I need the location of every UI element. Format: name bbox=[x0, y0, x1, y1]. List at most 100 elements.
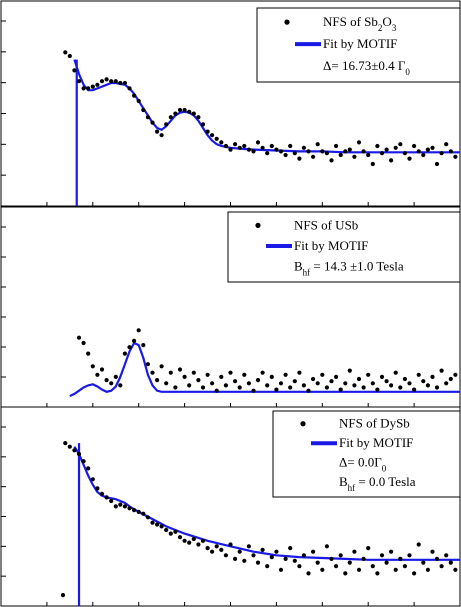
data-point bbox=[177, 367, 183, 372]
data-point bbox=[191, 536, 196, 542]
data-point bbox=[76, 335, 82, 340]
data-point bbox=[274, 549, 279, 554]
data-point bbox=[219, 374, 224, 379]
data-point bbox=[99, 79, 105, 84]
data-point bbox=[379, 151, 385, 156]
data-point bbox=[412, 143, 417, 149]
data-point bbox=[384, 560, 389, 565]
legend-label: Bhf = 14.3 ±1.0 Tesla bbox=[294, 259, 404, 278]
data-point bbox=[430, 374, 435, 379]
data-point bbox=[439, 564, 444, 569]
legend-label: Δ= 16.73±0.4 Γ0 bbox=[323, 58, 410, 77]
data-point bbox=[141, 107, 146, 113]
data-point bbox=[398, 556, 403, 562]
data-point bbox=[141, 511, 146, 516]
legend-dot-icon bbox=[300, 421, 306, 427]
data-point bbox=[164, 122, 169, 127]
data-point bbox=[210, 549, 215, 554]
data-point bbox=[370, 381, 375, 386]
data-point bbox=[223, 143, 228, 149]
data-point bbox=[384, 147, 389, 152]
data-point bbox=[366, 546, 371, 551]
data-point bbox=[448, 376, 453, 382]
data-point bbox=[356, 140, 362, 145]
data-point bbox=[278, 381, 284, 386]
data-point bbox=[430, 549, 435, 554]
data-point bbox=[86, 466, 91, 471]
data-point bbox=[141, 343, 146, 348]
data-point bbox=[233, 142, 238, 147]
data-point bbox=[265, 383, 270, 388]
data-point bbox=[177, 535, 183, 540]
data-point bbox=[210, 381, 215, 386]
data-point bbox=[338, 152, 343, 158]
data-point bbox=[182, 538, 187, 543]
data-point bbox=[425, 567, 430, 572]
data-point bbox=[324, 151, 329, 156]
data-point bbox=[118, 80, 123, 86]
data-point bbox=[347, 147, 352, 152]
data-point bbox=[370, 564, 375, 569]
data-point bbox=[444, 381, 449, 386]
legend-label: Fit by MOTIF bbox=[323, 36, 397, 51]
data-point bbox=[343, 571, 348, 576]
data-point bbox=[361, 149, 366, 154]
data-point bbox=[343, 381, 348, 386]
data-point bbox=[315, 560, 320, 565]
data-point bbox=[63, 441, 68, 446]
legend-label: NFS of DySb bbox=[339, 416, 410, 431]
data-point bbox=[182, 107, 187, 113]
data-point bbox=[448, 149, 453, 154]
data-point bbox=[398, 385, 403, 390]
data-point bbox=[246, 381, 251, 386]
data-point bbox=[150, 370, 155, 375]
data-point bbox=[99, 367, 105, 372]
data-point bbox=[191, 370, 196, 375]
data-point bbox=[113, 79, 118, 84]
data-point bbox=[265, 564, 270, 569]
data-point bbox=[306, 149, 311, 154]
legend-label: Δ= 0.0Γ0 bbox=[339, 455, 387, 474]
data-point bbox=[159, 524, 164, 529]
data-point bbox=[136, 98, 141, 104]
data-point bbox=[246, 544, 251, 549]
data-point bbox=[122, 351, 127, 356]
data-point bbox=[205, 129, 210, 134]
data-point bbox=[434, 556, 440, 562]
data-point bbox=[320, 567, 325, 572]
data-point bbox=[283, 556, 288, 562]
data-point bbox=[375, 387, 380, 392]
data-point bbox=[122, 504, 127, 509]
data-point bbox=[375, 143, 380, 149]
data-point bbox=[168, 531, 173, 536]
data-point bbox=[288, 143, 293, 149]
data-point bbox=[196, 542, 201, 547]
data-point bbox=[269, 374, 274, 379]
data-point bbox=[127, 345, 132, 350]
data-point bbox=[269, 143, 274, 149]
data-point bbox=[214, 388, 219, 393]
data-point bbox=[182, 374, 187, 379]
data-point bbox=[343, 149, 348, 154]
data-point bbox=[113, 374, 118, 379]
data-point bbox=[136, 328, 141, 333]
data-point bbox=[320, 372, 325, 377]
data-point bbox=[448, 560, 453, 565]
data-point bbox=[255, 378, 261, 383]
data-point bbox=[251, 553, 256, 558]
data-point bbox=[434, 385, 440, 390]
data-point bbox=[444, 553, 449, 558]
data-point bbox=[255, 140, 261, 145]
data-point bbox=[425, 147, 430, 152]
data-point bbox=[164, 527, 169, 533]
legend-label: NFS of Sb2O3 bbox=[323, 14, 397, 33]
data-point bbox=[430, 145, 435, 150]
legend-label: Fit by MOTIF bbox=[294, 238, 368, 253]
data-point bbox=[453, 154, 458, 159]
data-point bbox=[145, 362, 150, 367]
legend: NFS of USb Fit by MOTIF Bhf = 14.3 ±1.0 Te… bbox=[227, 211, 461, 283]
data-point bbox=[99, 491, 105, 496]
data-point bbox=[402, 564, 407, 569]
data-point bbox=[444, 142, 449, 147]
